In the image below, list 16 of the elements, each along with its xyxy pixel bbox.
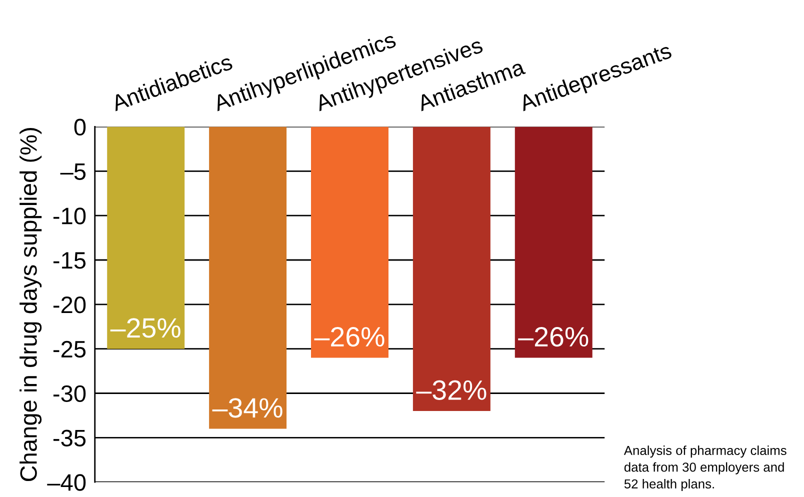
data-label: –25% (110, 318, 180, 338)
y-axis-title: Change in drug days supplied (%) (20, 128, 42, 482)
y-tick-label: -20 (53, 296, 86, 314)
data-label: –26% (518, 327, 588, 347)
y-tick-label: -15 (53, 252, 86, 269)
y-tick-label: -30 (53, 385, 86, 402)
data-label: –26% (314, 327, 384, 347)
data-label: –34% (212, 398, 282, 418)
y-tick-label: 0 (74, 118, 86, 136)
text: Analysis of pharmacy claims data from 30 employers and 52 health plans. (624, 446, 786, 492)
y-tick-label: –40 (47, 474, 86, 491)
y-tick-label: –5 (60, 163, 86, 180)
y-tick-label: -35 (53, 430, 86, 446)
y-tick-label: -10 (53, 208, 86, 224)
y-tick-label: -25 (53, 340, 86, 358)
data-label: –32% (416, 380, 486, 400)
